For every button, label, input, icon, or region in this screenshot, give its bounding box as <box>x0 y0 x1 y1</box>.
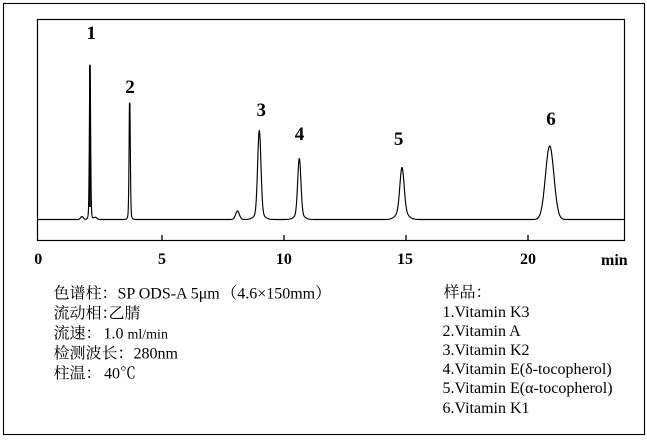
svg-text:1.0: 1.0 <box>104 326 124 343</box>
svg-text:ml/min: ml/min <box>128 328 168 343</box>
svg-text:40: 40 <box>104 366 120 383</box>
svg-text:SP ODS-A 5μm: SP ODS-A 5μm <box>118 286 221 303</box>
svg-text:280nm: 280nm <box>134 346 179 363</box>
svg-text:4.6×150mm: 4.6×150mm <box>237 286 315 303</box>
